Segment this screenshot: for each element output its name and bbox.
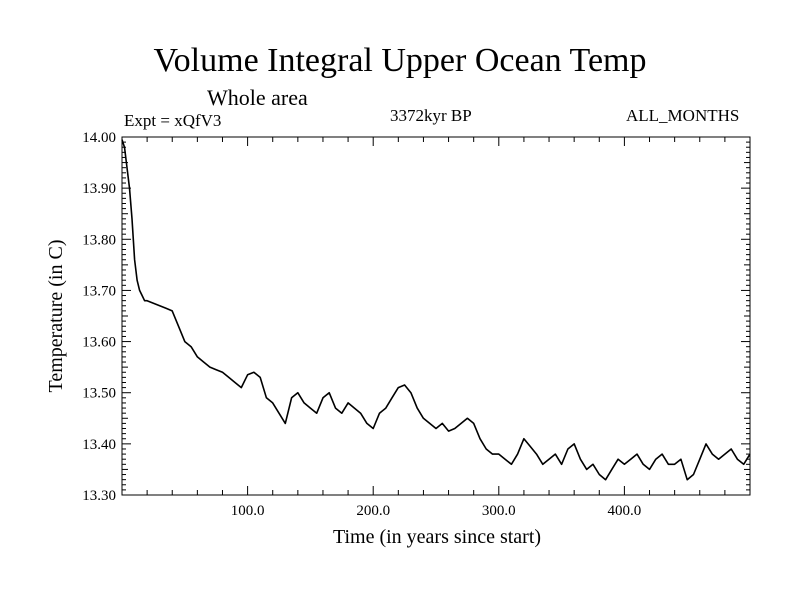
x-tick-label: 200.0 — [356, 503, 390, 519]
y-tick-label: 13.50 — [82, 386, 116, 402]
period-label: 3372kyr BP — [390, 106, 472, 125]
x-tick-label: 100.0 — [231, 503, 265, 519]
x-axis-label: Time (in years since start) — [333, 526, 541, 548]
series-layer — [121, 139, 751, 481]
chart-subtitle: Whole area — [207, 85, 308, 110]
temperature-series-line — [121, 139, 751, 481]
plot-frame — [121, 136, 751, 496]
y-tick-label: 14.00 — [82, 130, 116, 146]
y-tick-label: 13.40 — [82, 437, 116, 453]
months-label: ALL_MONTHS — [626, 106, 740, 125]
y-tick-label: 13.80 — [82, 232, 116, 248]
x-tick-label: 300.0 — [482, 503, 516, 519]
chart-title: Volume Integral Upper Ocean Temp — [153, 42, 647, 79]
axis-ticks — [122, 136, 750, 496]
y-tick-label: 13.30 — [82, 488, 116, 504]
y-tick-label: 13.60 — [82, 335, 116, 351]
y-tick-label: 13.70 — [82, 283, 116, 299]
experiment-label: Expt = xQfV3 — [124, 111, 222, 130]
axis-tick-labels: 13.30 13.40 13.50 13.60 13.70 13.80 13.90 14.00… — [82, 130, 641, 519]
y-axis-label: Temperature (in C) — [45, 240, 67, 393]
y-tick-label: 13.90 — [82, 181, 116, 197]
x-tick-label: 400.0 — [608, 503, 642, 519]
